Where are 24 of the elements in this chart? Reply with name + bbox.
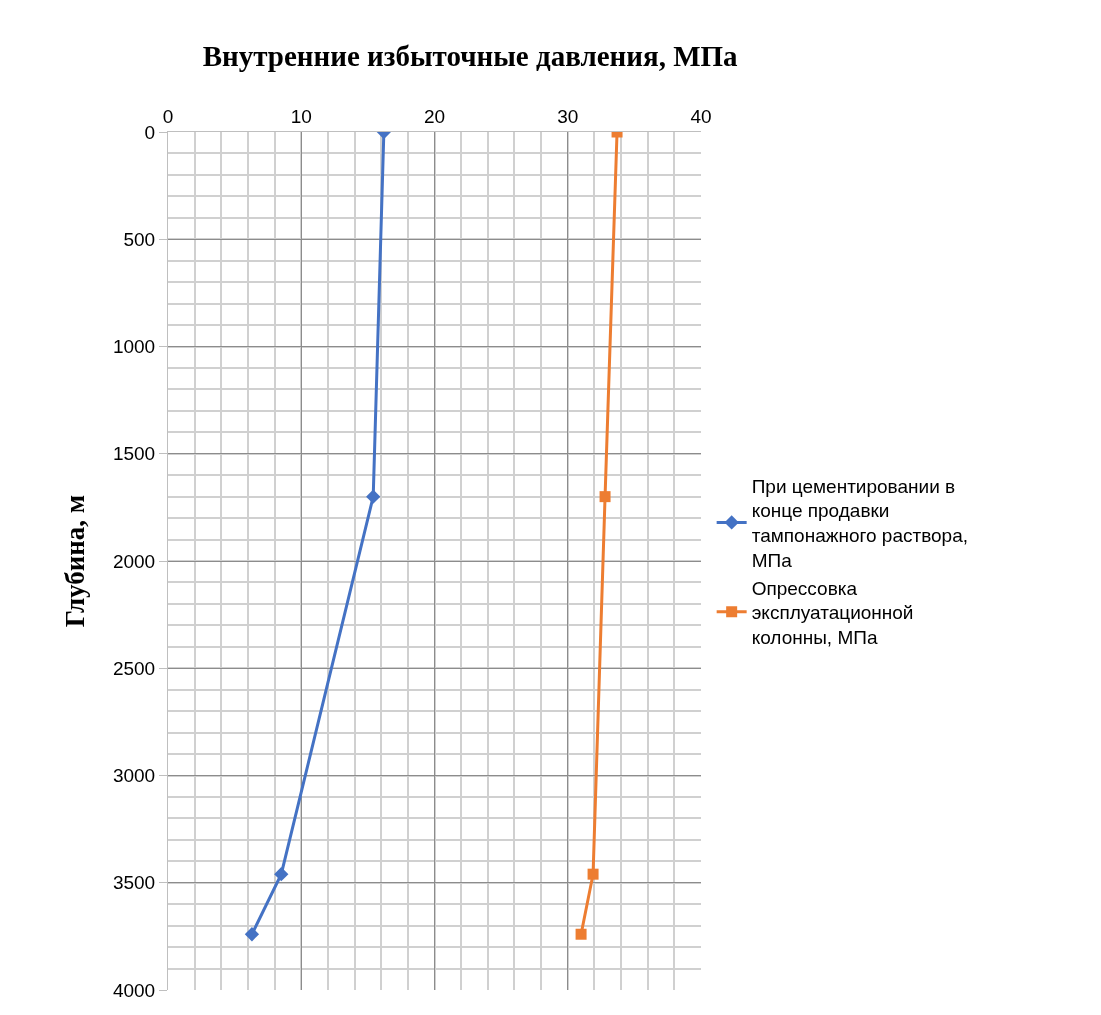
point bbox=[575, 928, 587, 940]
x-tick-label: 20 bbox=[423, 106, 446, 128]
legend-label: При цементировании в конце продавки тампонажного раствора, МПа bbox=[751, 475, 969, 571]
y-tick-label: 2500 bbox=[112, 657, 156, 679]
y-tick-label: 500 bbox=[123, 228, 156, 250]
chart-title: Внутренние избыточные давления, МПа bbox=[202, 39, 739, 72]
y-tick-label: 0 bbox=[144, 121, 156, 143]
y-tick-label: 1000 bbox=[112, 336, 156, 358]
y-tick-label: 2000 bbox=[112, 550, 156, 572]
x-tick-label: 10 bbox=[290, 106, 312, 128]
y-tick-label: 3000 bbox=[112, 765, 156, 787]
legend-label: Опрессовка эксплуатационной колонны, МПа bbox=[751, 577, 914, 648]
x-tick-label: 40 bbox=[690, 106, 712, 128]
point bbox=[244, 927, 260, 942]
point bbox=[366, 489, 381, 504]
x-tick-label: 0 bbox=[162, 106, 174, 128]
point bbox=[274, 867, 289, 882]
point bbox=[599, 491, 611, 503]
y-tick-label: 1500 bbox=[112, 443, 156, 465]
y-tick-label: 4000 bbox=[112, 979, 156, 1001]
y-tick-label: 3500 bbox=[112, 872, 156, 894]
y-axis-title: Глубина, м bbox=[59, 494, 90, 628]
x-tick-label: 30 bbox=[557, 106, 579, 128]
point bbox=[587, 868, 599, 880]
